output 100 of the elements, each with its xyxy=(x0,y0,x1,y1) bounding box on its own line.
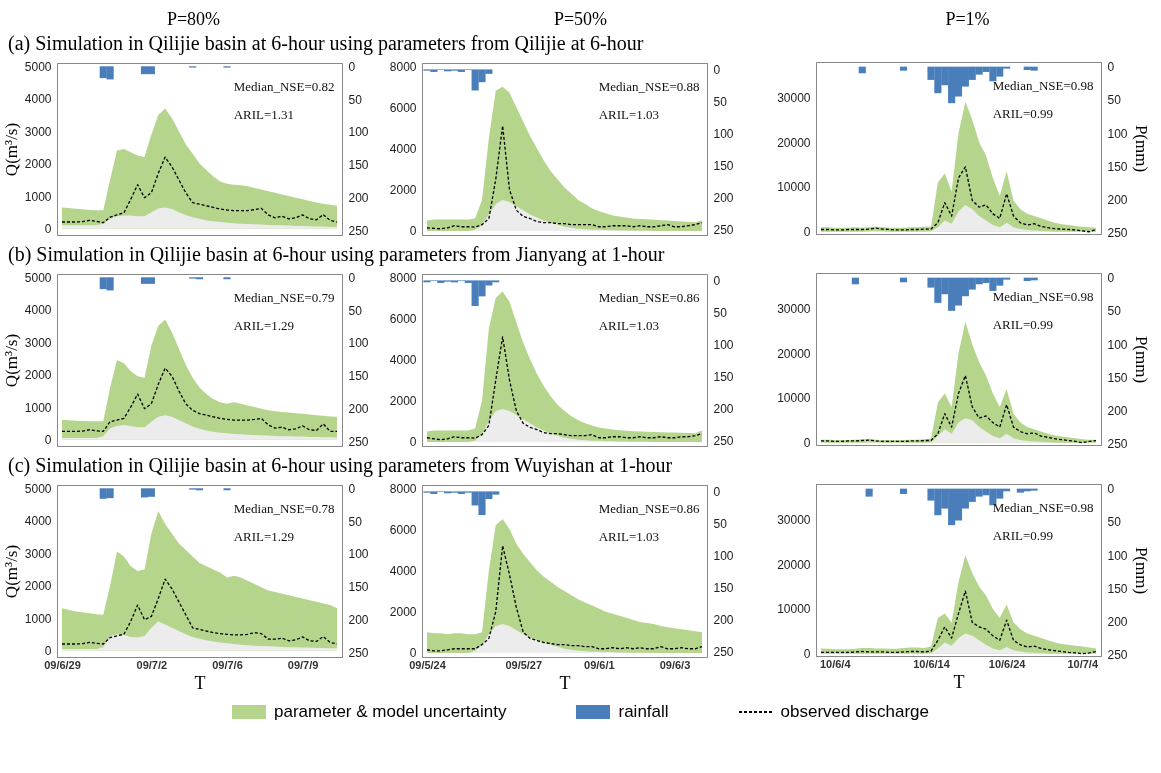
y2-tick-label: 200 xyxy=(713,190,734,205)
y-tick-label: 0 xyxy=(803,225,811,240)
y-tick-label: 0 xyxy=(803,647,811,662)
annotation: ARIL=1.31 xyxy=(233,107,295,122)
annotation: ARIL=0.99 xyxy=(992,106,1054,121)
y2-tick-label: 150 xyxy=(1107,159,1128,174)
y-tick-label: 4000 xyxy=(24,514,52,529)
annotation: Median_NSE=0.78 xyxy=(233,501,335,516)
y2-tick-label: 100 xyxy=(1107,548,1128,563)
bar xyxy=(899,66,908,71)
y2-tick-label: 200 xyxy=(713,401,734,416)
y-axis-title: Q(m³/s) xyxy=(1,122,21,177)
annotation: Median_NSE=0.98 xyxy=(992,78,1094,93)
x-axis-title: T xyxy=(194,672,206,693)
y2-axis-title: P(mm) xyxy=(1131,335,1151,384)
y2-tick-label: 150 xyxy=(348,580,369,595)
annotation: ARIL=1.29 xyxy=(233,529,295,544)
y-tick-label: 0 xyxy=(44,433,52,448)
chart-subtitle: P=50% xyxy=(552,9,609,30)
y2-tick-label: 250 xyxy=(348,434,369,449)
y-tick-label: 1000 xyxy=(24,189,52,204)
y2-tick-label: 100 xyxy=(348,125,369,140)
x-tick-label: 09/5/27 xyxy=(505,658,543,671)
annotation: Median_NSE=0.82 xyxy=(233,79,335,94)
y2-tick-label: 250 xyxy=(348,645,369,660)
y2-tick-label: 100 xyxy=(713,126,734,141)
y2-tick-label: 150 xyxy=(1107,581,1128,596)
y-axis-title: Q(m³/s) xyxy=(1,544,21,599)
x-tick-label: 09/7/6 xyxy=(212,658,243,671)
y-tick-label: 0 xyxy=(44,644,52,659)
y-tick-label: 5000 xyxy=(24,481,52,496)
y2-tick-label: 0 xyxy=(713,273,721,288)
line-series xyxy=(820,166,1097,233)
y-tick-label: 20000 xyxy=(777,135,811,150)
x-tick-label: 10/6/4 xyxy=(819,657,852,670)
x-tick-label: 09/7/9 xyxy=(287,658,319,671)
y2-tick-label: 250 xyxy=(713,433,734,448)
y2-tick-label: 150 xyxy=(713,369,734,384)
y-tick-label: 2000 xyxy=(389,394,417,409)
x-tick-label: 09/6/3 xyxy=(659,658,691,671)
line-series xyxy=(426,336,703,441)
y-tick-label: 3000 xyxy=(24,546,52,561)
y2-tick-label: 0 xyxy=(348,481,356,496)
x-tick-label: 09/7/2 xyxy=(136,658,168,671)
y2-tick-label: 200 xyxy=(1107,192,1128,207)
y-tick-label: 2000 xyxy=(24,157,52,172)
chart-title: (c) Simulation in Qilijie basin at 6-hour using parameters from Wuyishan at 1-hour xyxy=(7,453,674,478)
y2-tick-label: 50 xyxy=(1107,515,1122,530)
line-series xyxy=(61,578,338,645)
y-tick-label: 20000 xyxy=(777,346,811,361)
y2-tick-label: 150 xyxy=(1107,370,1128,385)
y2-tick-label: 100 xyxy=(713,548,734,563)
y-tick-label: 0 xyxy=(409,646,417,661)
y-tick-label: 0 xyxy=(803,436,811,451)
y-tick-label: 4000 xyxy=(389,141,417,156)
legend-label: rainfall xyxy=(618,702,669,722)
line-series xyxy=(61,367,338,433)
y-tick-label: 2000 xyxy=(24,368,52,383)
y2-tick-label: 100 xyxy=(348,336,369,351)
line-series xyxy=(820,374,1097,444)
x-tick-label: 10/7/4 xyxy=(1067,657,1099,670)
y-tick-label: 30000 xyxy=(777,90,811,105)
y-tick-label: 8000 xyxy=(389,270,417,285)
bar xyxy=(865,488,873,497)
y2-tick-label: 50 xyxy=(1107,304,1122,319)
y-tick-label: 2000 xyxy=(24,579,52,594)
line-series xyxy=(426,545,703,652)
y-tick-label: 6000 xyxy=(389,100,417,115)
y2-tick-label: 250 xyxy=(713,644,734,659)
x-axis-title: T xyxy=(559,672,571,693)
line-series xyxy=(61,156,338,224)
y2-tick-label: 100 xyxy=(348,547,369,562)
annotation: ARIL=0.99 xyxy=(992,528,1054,543)
y2-tick-label: 250 xyxy=(713,222,734,237)
annotation: Median_NSE=0.98 xyxy=(992,500,1094,515)
x-tick-label: 09/6/29 xyxy=(44,658,81,671)
y2-tick-label: 250 xyxy=(348,223,369,238)
y2-tick-label: 100 xyxy=(713,337,734,352)
y-tick-label: 1000 xyxy=(24,611,52,626)
x-tick-label: 09/5/24 xyxy=(409,658,447,671)
annotation: Median_NSE=0.86 xyxy=(598,501,701,516)
y-tick-label: 8000 xyxy=(389,481,417,496)
y2-tick-label: 50 xyxy=(713,516,728,531)
chart-title: (a) Simulation in Qilijie basin at 6-hour using parameters from Qilijie at 6-hour xyxy=(7,31,645,56)
bar xyxy=(899,488,908,494)
y2-axis-title: P(mm) xyxy=(1131,546,1151,595)
y-tick-label: 3000 xyxy=(24,335,52,350)
y-tick-label: 30000 xyxy=(777,301,811,316)
annotation: Median_NSE=0.98 xyxy=(992,289,1094,304)
y-tick-label: 4000 xyxy=(24,92,52,107)
y-tick-label: 4000 xyxy=(389,352,417,367)
y-tick-label: 5000 xyxy=(24,59,52,74)
y-tick-label: 8000 xyxy=(389,59,417,74)
y2-tick-label: 50 xyxy=(713,305,728,320)
y2-tick-label: 50 xyxy=(1107,93,1122,108)
annotation: ARIL=0.99 xyxy=(992,317,1054,332)
y2-tick-label: 150 xyxy=(348,369,369,384)
y2-tick-label: 0 xyxy=(713,62,721,77)
y-tick-label: 10000 xyxy=(777,391,811,406)
y-tick-label: 20000 xyxy=(777,557,811,572)
